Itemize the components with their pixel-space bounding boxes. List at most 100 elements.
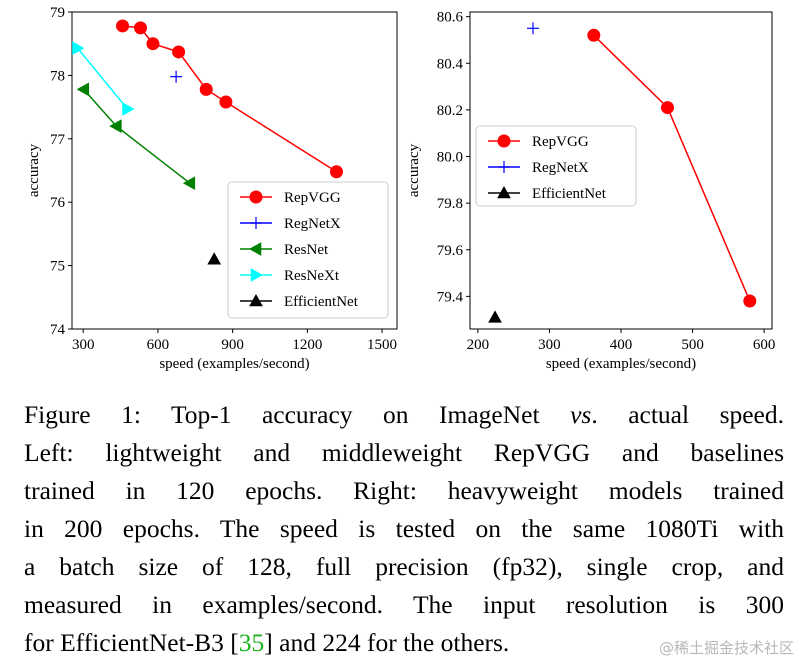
caption-line: for EfficientNet-B3 [35] and 224 for the…	[24, 624, 784, 662]
legend-marker	[249, 190, 263, 204]
data-point	[526, 22, 539, 35]
data-point	[661, 101, 675, 115]
data-point	[743, 294, 757, 308]
caption-text: ] and 224 for the others.	[264, 628, 510, 657]
series-regnetx	[526, 22, 539, 35]
legend-frame	[475, 125, 637, 207]
y-tick-label: 77	[50, 132, 66, 148]
x-tick-label: 600	[147, 337, 170, 353]
data-point	[207, 252, 222, 265]
legend-marker	[250, 268, 264, 282]
series-line	[83, 88, 191, 184]
series-resnext	[72, 41, 135, 116]
series-repvgg	[587, 28, 757, 308]
data-point	[199, 82, 213, 96]
legend-item-resnet: ResNet	[240, 242, 329, 258]
data-point	[329, 165, 343, 179]
data-point	[182, 176, 196, 191]
legend-marker	[250, 217, 262, 229]
legend-item-efficientnet: EfficientNet	[240, 293, 359, 310]
y-axis-label: accuracy	[26, 143, 42, 197]
legend-item-regnetx: RegNetX	[488, 160, 589, 176]
figure: 300 600 900 1200 1500 74 75 76 77 78 79 speed (exam…	[26, 5, 775, 372]
y-tick-label: 78	[50, 68, 65, 84]
y-tick-label: 79.8	[437, 196, 463, 212]
caption-text: . actual speed.	[591, 400, 784, 429]
series-efficientnet	[488, 310, 502, 323]
data-point	[488, 310, 502, 323]
series-regnetx	[170, 70, 183, 83]
legend-label: RegNetX	[284, 216, 341, 232]
y-tick-label: 80.0	[437, 150, 463, 166]
data-point	[172, 45, 186, 59]
data-point	[76, 82, 90, 97]
legend-label: EfficientNet	[284, 294, 359, 310]
legend-marker	[248, 242, 262, 256]
series-repvgg	[116, 19, 343, 179]
caption-text: for EfficientNet-B3 [	[24, 628, 239, 657]
y-tick-label: 79.4	[437, 289, 464, 305]
x-tick-label: 1200	[292, 337, 322, 353]
x-tick-label: 1500	[367, 337, 397, 353]
legend-item-regnetx: RegNetX	[240, 216, 341, 232]
legend-item-repvgg: RepVGG	[240, 190, 341, 206]
caption-text: vs	[570, 400, 592, 429]
caption-text: Figure 1: Top-1 accuracy on ImageNet	[24, 400, 571, 429]
legend-item-resnext: ResNeXt	[240, 268, 340, 284]
series-efficientnet	[207, 252, 222, 265]
citation-link[interactable]: 35	[238, 628, 265, 657]
caption-line: trained in 120 epochs. Right: heavyweigh…	[24, 472, 784, 510]
caption-text: in 200 epochs. The speed is tested on th…	[24, 514, 784, 543]
y-tick-label: 80.2	[437, 103, 463, 119]
x-tick-label: 500	[681, 337, 704, 353]
y-tick-label: 80.4	[437, 56, 464, 72]
legend-item-repvgg: RepVGG	[488, 134, 589, 150]
data-point	[122, 102, 135, 116]
legend-label: ResNet	[284, 242, 329, 258]
right-plot: 200 300 400 500 600 79.4 79.6 79.8 80.0 80.2 80.4 8…	[406, 10, 775, 372]
data-point	[116, 19, 130, 33]
data-point	[170, 70, 183, 83]
caption-line: Figure 1: Top-1 accuracy on ImageNet vs.…	[24, 396, 784, 434]
y-tick-label: 74	[50, 322, 66, 338]
caption-line: a batch size of 128, full precision (fp3…	[24, 548, 784, 586]
caption-text: measured in examples/second. The input r…	[24, 590, 784, 619]
legend-item-efficientnet: EfficientNet	[488, 185, 607, 202]
data-point	[109, 119, 122, 133]
y-tick-label: 79.6	[437, 243, 464, 259]
data-point	[219, 95, 233, 109]
caption-line: in 200 epochs. The speed is tested on th…	[24, 510, 784, 548]
x-tick-label: 600	[753, 337, 776, 353]
x-axis-label: speed (examples/second)	[159, 356, 309, 372]
series-line	[76, 47, 129, 110]
caption-text: Left: lightweight and middleweight RepVG…	[24, 438, 784, 467]
y-tick-label: 79	[50, 5, 65, 21]
legend-label: EfficientNet	[532, 186, 607, 202]
legend-marker	[497, 134, 511, 148]
x-tick-label: 400	[610, 337, 633, 353]
data-point	[587, 28, 601, 42]
legend-marker	[249, 293, 263, 307]
data-point	[133, 21, 147, 35]
legend-marker	[497, 185, 511, 199]
y-tick-label: 76	[50, 195, 66, 211]
x-tick-label: 200	[467, 337, 490, 353]
legend-label: RegNetX	[532, 160, 589, 176]
y-axis-label: accuracy	[406, 143, 422, 197]
caption-text: a batch size of 128, full precision (fp3…	[24, 552, 784, 581]
watermark: @稀土掘金技术社区	[658, 639, 794, 657]
series-resnet	[76, 82, 196, 191]
y-tick-label: 75	[50, 259, 65, 275]
data-point	[146, 37, 160, 51]
legend: RepVGG RegNetX ResNet ResNeXt EfficientNet	[227, 181, 389, 319]
legend: RepVGG RegNetX EfficientNet	[475, 125, 637, 207]
x-axis-label: speed (examples/second)	[546, 356, 696, 372]
legend-label: ResNeXt	[284, 268, 340, 284]
legend-marker	[498, 161, 510, 173]
left-plot: 300 600 900 1200 1500 74 75 76 77 78 79 speed (exam…	[26, 5, 398, 372]
x-tick-label: 300	[72, 337, 95, 353]
x-tick-label: 900	[221, 337, 244, 353]
x-tick-label: 300	[538, 337, 561, 353]
plot-frame	[71, 11, 398, 330]
caption-text: trained in 120 epochs. Right: heavyweigh…	[24, 476, 784, 505]
